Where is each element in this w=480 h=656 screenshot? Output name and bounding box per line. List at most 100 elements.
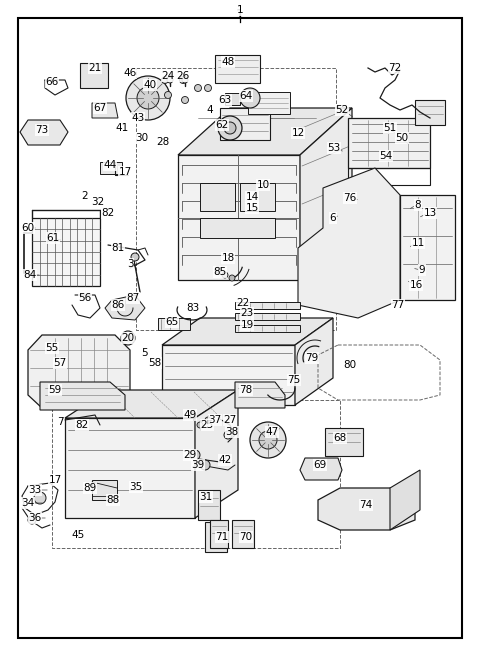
Circle shape	[224, 431, 232, 439]
Text: 64: 64	[240, 91, 252, 101]
Text: 23: 23	[240, 308, 253, 318]
Text: 67: 67	[94, 103, 107, 113]
Text: 88: 88	[107, 495, 120, 505]
Text: 28: 28	[156, 137, 169, 147]
Text: 62: 62	[216, 120, 228, 130]
Text: 74: 74	[360, 500, 372, 510]
Text: 15: 15	[245, 203, 259, 213]
Circle shape	[197, 422, 203, 428]
Circle shape	[190, 412, 196, 418]
Polygon shape	[295, 318, 333, 405]
Polygon shape	[92, 103, 118, 118]
Text: 24: 24	[161, 71, 175, 81]
Text: 77: 77	[391, 300, 405, 310]
Bar	[235, 313, 300, 320]
Polygon shape	[40, 382, 125, 410]
Bar	[235, 325, 300, 332]
Text: 83: 83	[186, 303, 200, 313]
Text: 68: 68	[334, 433, 347, 443]
Polygon shape	[318, 488, 415, 530]
Text: 56: 56	[78, 293, 92, 303]
Text: 25: 25	[200, 420, 214, 430]
Text: 38: 38	[226, 427, 239, 437]
Circle shape	[131, 253, 139, 261]
Text: 51: 51	[384, 123, 396, 133]
Text: 17: 17	[48, 475, 61, 485]
Text: 61: 61	[47, 233, 60, 243]
Circle shape	[190, 450, 200, 460]
Text: 59: 59	[48, 385, 61, 395]
Circle shape	[222, 272, 228, 278]
Polygon shape	[348, 118, 430, 168]
Text: 3: 3	[127, 259, 133, 269]
Polygon shape	[65, 390, 238, 418]
Bar	[210, 520, 228, 548]
Text: 22: 22	[236, 298, 250, 308]
Text: 34: 34	[22, 498, 35, 508]
Circle shape	[259, 431, 277, 449]
Text: 81: 81	[111, 243, 125, 253]
Text: 1: 1	[236, 8, 244, 21]
Text: 5: 5	[142, 348, 148, 358]
Text: 8: 8	[415, 200, 421, 210]
Circle shape	[165, 91, 171, 98]
Text: 6: 6	[330, 213, 336, 223]
Circle shape	[121, 331, 135, 345]
Text: 85: 85	[214, 267, 227, 277]
Bar	[235, 302, 300, 309]
Text: 45: 45	[72, 530, 84, 540]
Circle shape	[204, 85, 212, 91]
Circle shape	[161, 77, 168, 83]
Text: 55: 55	[46, 343, 59, 353]
Text: 54: 54	[379, 151, 393, 161]
Circle shape	[137, 87, 159, 109]
Text: 75: 75	[288, 375, 300, 385]
Polygon shape	[162, 318, 333, 345]
Text: 17: 17	[119, 167, 132, 177]
Polygon shape	[298, 168, 400, 318]
Polygon shape	[178, 155, 300, 280]
Circle shape	[28, 516, 36, 524]
Bar	[215, 55, 260, 83]
Text: 18: 18	[221, 253, 235, 263]
Bar	[200, 183, 235, 211]
Polygon shape	[65, 418, 195, 518]
Circle shape	[167, 77, 173, 83]
Bar	[240, 183, 275, 211]
Text: 48: 48	[221, 57, 235, 67]
Text: 39: 39	[192, 460, 204, 470]
Polygon shape	[400, 195, 455, 300]
Text: 53: 53	[327, 143, 341, 153]
Text: 41: 41	[115, 123, 129, 133]
Text: 86: 86	[111, 300, 125, 310]
Polygon shape	[178, 108, 352, 155]
Text: 36: 36	[28, 513, 42, 523]
Text: 87: 87	[126, 293, 140, 303]
Circle shape	[182, 77, 188, 83]
Text: 82: 82	[75, 420, 89, 430]
Polygon shape	[195, 390, 238, 518]
Text: 66: 66	[46, 77, 59, 87]
Text: 76: 76	[343, 193, 357, 203]
Text: 7: 7	[57, 417, 63, 427]
Text: 89: 89	[84, 483, 96, 493]
Text: 40: 40	[144, 80, 156, 90]
Circle shape	[215, 267, 221, 273]
Text: 26: 26	[176, 71, 190, 81]
Text: 58: 58	[148, 358, 162, 368]
Text: 69: 69	[313, 460, 326, 470]
Text: 33: 33	[28, 485, 42, 495]
Bar	[325, 428, 363, 456]
Circle shape	[205, 417, 211, 423]
Text: 2: 2	[82, 191, 88, 201]
Polygon shape	[20, 120, 68, 145]
Circle shape	[240, 88, 260, 108]
Text: 82: 82	[101, 208, 115, 218]
Circle shape	[224, 122, 236, 134]
Circle shape	[181, 96, 189, 104]
Bar	[232, 520, 254, 548]
Circle shape	[229, 275, 235, 281]
Text: 73: 73	[36, 125, 48, 135]
Bar	[415, 100, 445, 125]
Polygon shape	[105, 295, 145, 320]
